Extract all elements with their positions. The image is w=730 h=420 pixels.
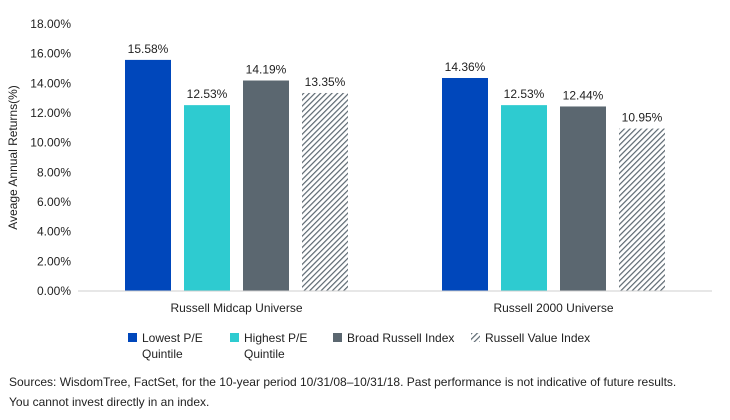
legend: Lowest P/E Quintile Highest P/E Quintile… xyxy=(128,330,688,366)
legend-label-line2: Quintile xyxy=(142,347,183,361)
bar xyxy=(619,128,665,291)
data-label: 15.58% xyxy=(128,42,169,56)
y-tick-label: 4.00% xyxy=(37,225,71,239)
legend-item-lowest-pe: Lowest P/E Quintile xyxy=(128,330,203,362)
y-tick-label: 10.00% xyxy=(30,136,71,150)
legend-label: Russell Value Index xyxy=(485,331,591,345)
y-tick-label: 0.00% xyxy=(37,284,71,298)
legend-item-highest-pe: Highest P/E Quintile xyxy=(230,330,307,362)
source-line-2: You cannot invest directly in an index. xyxy=(9,395,210,409)
legend-label-line2: Quintile xyxy=(244,347,285,361)
y-tick-label: 16.00% xyxy=(30,47,71,61)
legend-swatch xyxy=(128,333,137,342)
bar xyxy=(501,105,547,291)
bar xyxy=(125,59,171,291)
y-axis: 0.00% 2.00% 4.00% 6.00% 8.00% 10.00% 12.00% 14.… xyxy=(6,17,71,298)
legend-item-broad-russell: Broad Russell Index xyxy=(333,330,454,346)
data-label: 12.44% xyxy=(563,88,604,102)
x-axis: Russell Midcap Universe Russell 2000 Univ… xyxy=(78,290,712,315)
legend-label: Broad Russell Index xyxy=(347,331,455,345)
y-tick-label: 2.00% xyxy=(37,254,71,268)
bar xyxy=(184,105,230,291)
legend-label-line1: Lowest P/E xyxy=(142,331,203,345)
legend-label-line1: Highest P/E xyxy=(244,331,308,345)
legend-swatch xyxy=(230,333,239,342)
data-label: 12.53% xyxy=(504,87,545,101)
data-label: 12.53% xyxy=(187,87,228,101)
data-label: 14.19% xyxy=(246,63,287,77)
y-tick-label: 6.00% xyxy=(37,195,71,209)
source-note: Sources: WisdomTree, FactSet, for the 10… xyxy=(9,372,724,412)
bar xyxy=(302,92,348,291)
legend-item-russell-value: Russell Value Index xyxy=(471,330,590,346)
legend-swatch-hatched xyxy=(471,333,480,342)
x-category-label: Russell Midcap Universe xyxy=(170,301,302,315)
y-tick-label: 12.00% xyxy=(30,106,71,120)
data-label: 10.95% xyxy=(622,111,663,125)
bar xyxy=(243,80,289,291)
bars: 15.58% 12.53% 14.19% 13.35% 14.36% 12.53% 12.4… xyxy=(125,42,665,292)
data-label: 13.35% xyxy=(305,75,346,89)
x-category-label: Russell 2000 Universe xyxy=(493,301,613,315)
y-tick-label: 14.00% xyxy=(30,76,71,90)
y-tick-label: 18.00% xyxy=(30,17,71,31)
bar-chart: 0.00% 2.00% 4.00% 6.00% 8.00% 10.00% 12.00% 14.… xyxy=(6,17,712,315)
y-tick-label: 8.00% xyxy=(37,165,71,179)
bar xyxy=(560,106,606,292)
legend-swatch xyxy=(333,333,342,342)
y-axis-label: Aveage Annual Returns(%) xyxy=(6,85,20,230)
bar xyxy=(442,77,488,291)
data-label: 14.36% xyxy=(445,60,486,74)
source-line-1: Sources: WisdomTree, FactSet, for the 10… xyxy=(9,375,677,389)
